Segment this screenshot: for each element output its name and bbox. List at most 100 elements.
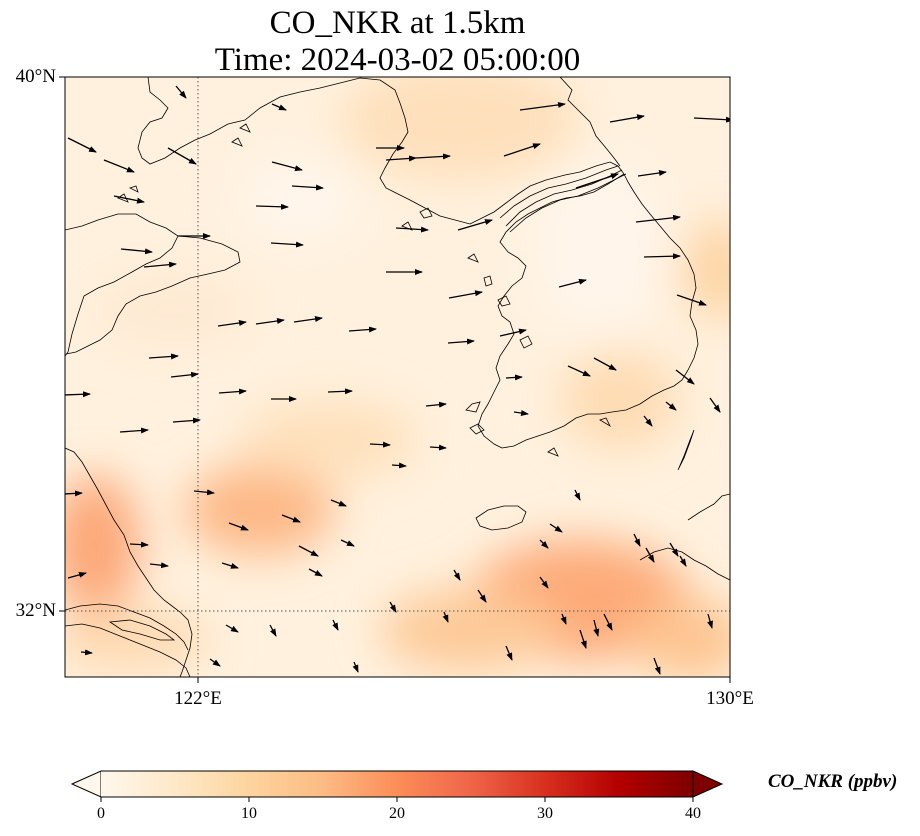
wind-vector <box>447 338 475 345</box>
lat-label-32n: 32°N <box>15 600 56 621</box>
wind-vector <box>143 261 177 268</box>
lat-label-40n: 40°N <box>15 66 56 87</box>
wind-vector <box>271 103 287 111</box>
lon-label-130e: 130°E <box>706 688 754 709</box>
wind-vector <box>539 539 549 549</box>
wind-vector <box>270 241 304 248</box>
wind-vector <box>175 85 187 99</box>
wind-vector <box>327 388 353 395</box>
coastline-yangtze-south <box>65 623 191 677</box>
wind-vector <box>442 611 449 623</box>
wind-vector <box>129 541 149 548</box>
wind-vector <box>385 155 417 162</box>
wind-vector <box>65 490 83 497</box>
wind-vector <box>633 533 641 547</box>
coastline-korea-north <box>559 77 621 167</box>
wind-vector <box>709 397 721 413</box>
colorbar-extend-low <box>70 770 102 798</box>
wind-vector <box>389 601 397 613</box>
wind-vector <box>539 576 549 589</box>
wind-vector <box>477 589 487 603</box>
lon-label-122e: 122°E <box>174 688 222 709</box>
wind-vector <box>298 545 319 557</box>
wind-vector <box>103 159 135 173</box>
wind-vector <box>693 116 730 123</box>
wind-vector <box>505 645 513 661</box>
wind-vector <box>575 173 619 189</box>
wind-vector <box>395 226 429 233</box>
wind-vector <box>676 294 707 306</box>
coastline-jeju <box>475 505 527 531</box>
wind-vector <box>209 658 221 667</box>
axis-ticks <box>59 76 731 683</box>
wind-vector <box>593 619 600 637</box>
coastline-korea-east <box>623 173 699 371</box>
coastline-tsushima <box>677 429 695 471</box>
wind-vector <box>429 444 447 451</box>
wind-vector <box>281 514 301 523</box>
wind-vector <box>643 415 653 427</box>
wind-vector <box>221 562 239 569</box>
colorbar-tick-20: 20 <box>389 805 405 822</box>
map-time: Time: 2024-03-02 05:00:00 <box>214 42 581 78</box>
wind-vector <box>148 353 179 360</box>
wind-vector <box>519 101 566 111</box>
colorbar-tick-40: 40 <box>685 805 701 822</box>
wind-vector <box>193 489 215 496</box>
wind-vector <box>558 278 587 288</box>
wind-vector <box>593 357 617 371</box>
coastline-chongming <box>108 619 176 641</box>
wind-vector <box>228 522 249 531</box>
wind-vector <box>609 114 645 123</box>
coastline-yangtze-north <box>65 603 189 651</box>
wind-vector <box>255 318 285 325</box>
wind-vector <box>149 562 169 569</box>
wind-vector <box>549 523 563 533</box>
wind-vector <box>457 219 493 231</box>
wind-vector <box>415 153 451 160</box>
wind-vector <box>645 547 655 563</box>
wind-vector <box>425 401 447 408</box>
wind-vector <box>330 499 347 507</box>
wind-vector <box>707 613 713 629</box>
wind-vector <box>643 253 681 260</box>
wind-vector <box>167 147 197 165</box>
wind-vector <box>113 195 145 204</box>
wind-vector <box>603 613 613 631</box>
wind-vector <box>567 365 591 377</box>
wind-vector <box>505 374 523 381</box>
wind-vector <box>291 184 324 191</box>
coastline-shandong-bohai <box>65 213 179 357</box>
wind-vector <box>637 170 667 177</box>
wind-vector <box>332 619 339 631</box>
coastlines <box>65 77 730 677</box>
coastline-korea-west <box>477 173 625 449</box>
wind-vector <box>503 143 541 157</box>
wind-vector <box>218 388 247 395</box>
wind-vector <box>67 571 87 579</box>
wind-vector <box>271 161 303 172</box>
wind-vector <box>225 624 239 633</box>
wind-vector <box>665 401 677 411</box>
coastline-jiangsu <box>65 447 193 677</box>
wind-vector <box>348 326 377 333</box>
coastline-shandong-peninsula <box>65 235 241 355</box>
wind-vector <box>269 624 277 637</box>
wind-vector <box>65 391 91 398</box>
wind-vector <box>675 369 695 385</box>
wind-vector <box>255 203 289 210</box>
colorbar-extend-high <box>692 770 724 798</box>
wind-vector <box>448 290 483 299</box>
coastline-islands-west <box>401 207 611 457</box>
wind-vector <box>369 441 391 448</box>
colorbar-tick-10: 10 <box>241 805 257 822</box>
wind-vector <box>67 137 97 153</box>
coastline-liaodong <box>137 77 625 225</box>
wind-vector <box>653 657 661 675</box>
map-frame <box>64 76 731 678</box>
wind-vector <box>679 555 687 567</box>
colorbar <box>70 770 724 802</box>
wind-vector <box>352 661 359 673</box>
wind-vector <box>579 629 587 649</box>
wind-vector <box>80 649 93 656</box>
